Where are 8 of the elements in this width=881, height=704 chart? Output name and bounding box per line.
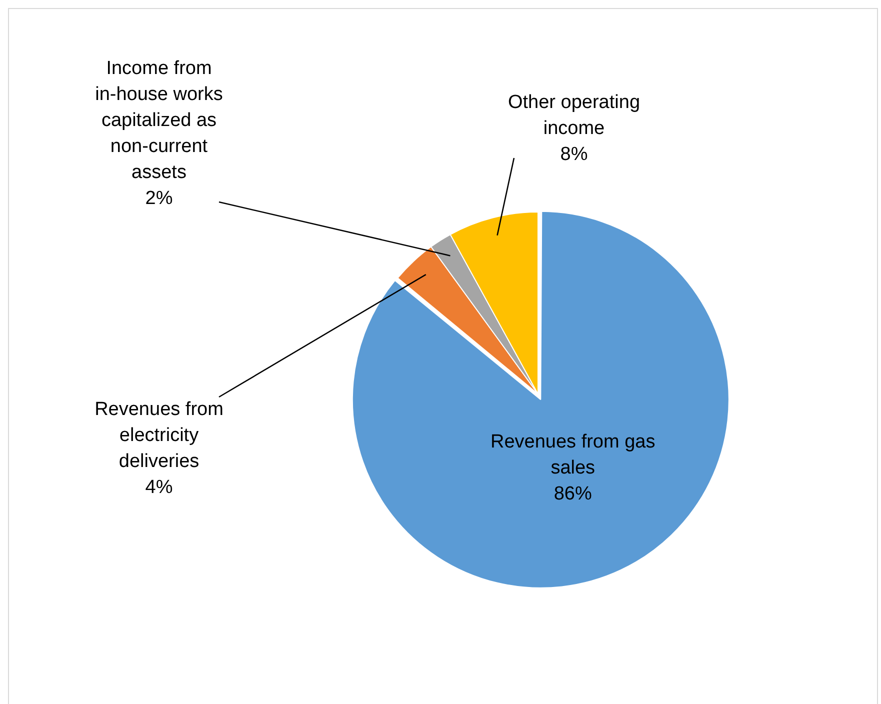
slice-label: Other operating income bbox=[508, 92, 640, 140]
data-label: 8% bbox=[560, 144, 588, 166]
data-label: 86% bbox=[554, 483, 592, 504]
slice-label: Revenues from gas sales bbox=[490, 431, 656, 478]
data-label: 4% bbox=[145, 477, 173, 498]
slice-label: Income from in-house works capitalized as non-current assets bbox=[95, 58, 223, 184]
data-label: 2% bbox=[145, 188, 173, 210]
slice-label: Revenues from electricity deliveries bbox=[94, 399, 224, 472]
